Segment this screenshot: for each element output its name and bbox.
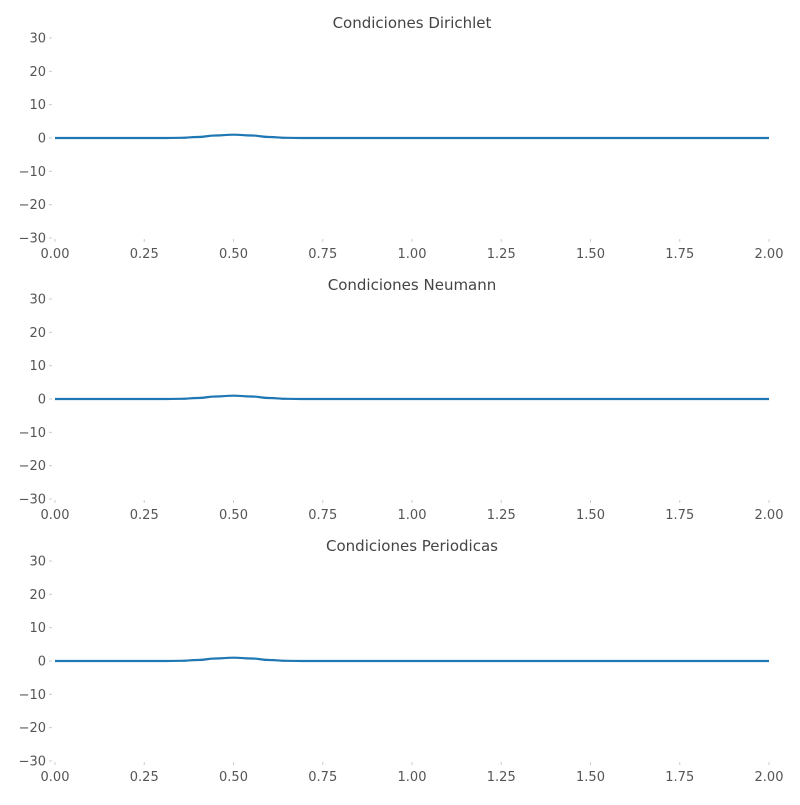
y-tick-label: 30 xyxy=(29,32,46,47)
x-tick-label: 0.75 xyxy=(308,247,337,262)
x-tick-label: 0.25 xyxy=(130,508,159,523)
x-tick-label: 0.75 xyxy=(308,770,337,785)
x-tick-label: 1.25 xyxy=(487,508,516,523)
x-tick-label: 0.00 xyxy=(41,770,70,785)
x-tick-label: 2.00 xyxy=(755,770,784,785)
chart-panel-3: Condiciones Periodicas3020100−10−20−300.… xyxy=(19,537,784,785)
x-tick-label: 2.00 xyxy=(755,508,784,523)
chart-panel-2: Condiciones Neumann 30 20 10 0 −10 −20 −300.00 0… xyxy=(19,276,784,523)
x-tick-label: 1.50 xyxy=(576,770,605,785)
chart-title: Condiciones Periodicas xyxy=(326,537,498,555)
y-tick-label: −20 xyxy=(19,721,46,736)
x-tick-label: 1.75 xyxy=(665,508,694,523)
x-tick-label: 1.00 xyxy=(398,247,427,262)
y-tick-label: −30 xyxy=(19,755,46,770)
x-tick-label: 0.00 xyxy=(41,508,70,523)
y-tick-label: 30 xyxy=(29,555,46,570)
y-tick-label: 20 xyxy=(29,65,46,80)
y-tick-label: 30 xyxy=(29,293,46,308)
y-tick-label: 10 xyxy=(29,98,46,113)
chart-title: Condiciones Dirichlet xyxy=(333,14,492,32)
y-tick-label: −20 xyxy=(19,459,46,474)
series-line xyxy=(55,656,769,663)
y-tick-label: 0 xyxy=(38,132,46,147)
y-tick-label: −10 xyxy=(19,688,46,703)
x-tick-label: 1.00 xyxy=(398,508,427,523)
x-tick-label: 0.75 xyxy=(308,508,337,523)
series-line xyxy=(55,133,769,140)
y-tick-label: −10 xyxy=(19,165,46,180)
y-tick-label: −10 xyxy=(19,426,46,441)
x-tick-label: 1.50 xyxy=(576,247,605,262)
x-tick-label: 1.75 xyxy=(665,770,694,785)
x-tick-label: 1.00 xyxy=(398,770,427,785)
x-tick-label: 0.50 xyxy=(219,247,248,262)
y-tick-label: 0 xyxy=(38,393,46,408)
y-tick-label: 20 xyxy=(29,326,46,341)
x-tick-label: 0.00 xyxy=(41,247,70,262)
x-tick-label: 1.75 xyxy=(665,247,694,262)
y-tick-label: 10 xyxy=(29,621,46,636)
y-tick-label: 0 xyxy=(38,655,46,670)
chart-title: Condiciones Neumann xyxy=(328,276,497,294)
x-tick-label: 1.50 xyxy=(576,508,605,523)
x-tick-label: 1.25 xyxy=(487,247,516,262)
x-tick-label: 0.25 xyxy=(130,247,159,262)
x-tick-label: 0.25 xyxy=(130,770,159,785)
y-tick-label: −20 xyxy=(19,198,46,213)
x-tick-label: 1.25 xyxy=(487,770,516,785)
x-tick-label: 0.50 xyxy=(219,508,248,523)
y-tick-label: −30 xyxy=(19,493,46,508)
y-tick-label: 10 xyxy=(29,359,46,374)
x-tick-label: 0.50 xyxy=(219,770,248,785)
chart-panel-1: Condiciones Dirichlet 30 20 10 0 −10 −20 −300.0… xyxy=(19,14,784,262)
y-tick-label: 20 xyxy=(29,588,46,603)
y-tick-label: −30 xyxy=(19,232,46,247)
series-line xyxy=(54,394,769,401)
x-tick-label: 2.00 xyxy=(755,247,784,262)
